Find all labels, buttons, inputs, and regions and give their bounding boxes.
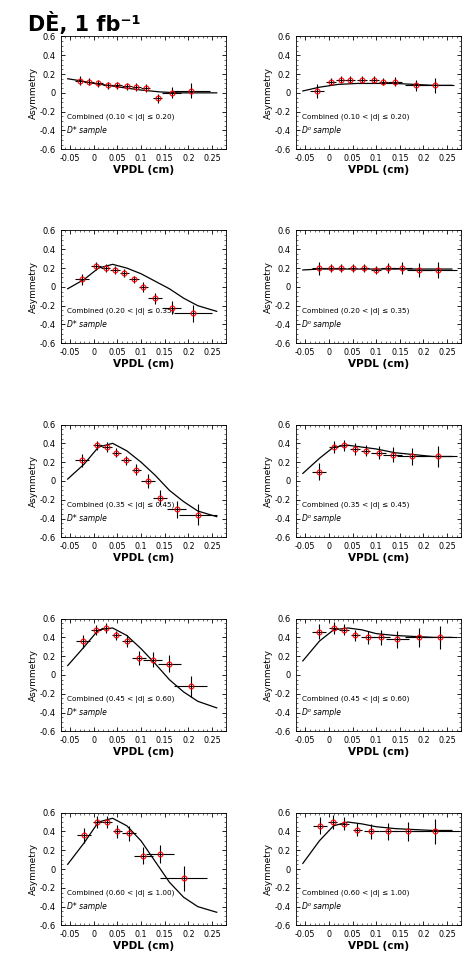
Text: D* sample: D* sample [67, 319, 107, 329]
Text: Combined (0.10 < |d| ≤ 0.20): Combined (0.10 < |d| ≤ 0.20) [67, 114, 175, 121]
X-axis label: VPDL (cm): VPDL (cm) [348, 359, 409, 368]
Y-axis label: Asymmetry: Asymmetry [264, 261, 273, 313]
X-axis label: VPDL (cm): VPDL (cm) [113, 359, 174, 368]
Y-axis label: Asymmetry: Asymmetry [29, 455, 38, 507]
Y-axis label: Asymmetry: Asymmetry [264, 455, 273, 507]
Text: D* sample: D* sample [67, 126, 107, 134]
Text: Combined (0.20 < |d| ≤ 0.35): Combined (0.20 < |d| ≤ 0.35) [67, 308, 175, 316]
Y-axis label: Asymmetry: Asymmetry [264, 843, 273, 895]
Text: Combined (0.45 < |d| ≤ 0.60): Combined (0.45 < |d| ≤ 0.60) [302, 696, 410, 703]
Y-axis label: Asymmetry: Asymmetry [29, 261, 38, 313]
Text: D* sample: D* sample [67, 514, 107, 523]
X-axis label: VPDL (cm): VPDL (cm) [113, 941, 174, 950]
Text: D⁰ sample: D⁰ sample [302, 708, 342, 716]
Y-axis label: Asymmetry: Asymmetry [29, 843, 38, 895]
Text: Combined (0.20 < |d| ≤ 0.35): Combined (0.20 < |d| ≤ 0.35) [302, 308, 410, 316]
Y-axis label: Asymmetry: Asymmetry [264, 67, 273, 119]
Text: D⁰ sample: D⁰ sample [302, 514, 342, 523]
Y-axis label: Asymmetry: Asymmetry [264, 649, 273, 701]
X-axis label: VPDL (cm): VPDL (cm) [113, 165, 174, 175]
X-axis label: VPDL (cm): VPDL (cm) [113, 747, 174, 757]
Text: Combined (0.60 < |d| ≤ 1.00): Combined (0.60 < |d| ≤ 1.00) [67, 890, 175, 898]
X-axis label: VPDL (cm): VPDL (cm) [348, 165, 409, 175]
X-axis label: VPDL (cm): VPDL (cm) [113, 552, 174, 563]
Text: Combined (0.10 < |d| ≤ 0.20): Combined (0.10 < |d| ≤ 0.20) [302, 114, 410, 121]
Text: Combined (0.35 < |d| ≤ 0.45): Combined (0.35 < |d| ≤ 0.45) [67, 503, 175, 509]
X-axis label: VPDL (cm): VPDL (cm) [348, 552, 409, 563]
Text: DÈ, 1 fb⁻¹: DÈ, 1 fb⁻¹ [28, 12, 141, 35]
Text: D⁰ sample: D⁰ sample [302, 126, 342, 134]
Text: D* sample: D* sample [67, 708, 107, 716]
Text: D* sample: D* sample [67, 901, 107, 911]
X-axis label: VPDL (cm): VPDL (cm) [348, 747, 409, 757]
Text: Combined (0.45 < |d| ≤ 0.60): Combined (0.45 < |d| ≤ 0.60) [67, 696, 175, 703]
Y-axis label: Asymmetry: Asymmetry [29, 67, 38, 119]
Text: D⁰ sample: D⁰ sample [302, 901, 342, 911]
Y-axis label: Asymmetry: Asymmetry [29, 649, 38, 701]
Text: Combined (0.60 < |d| ≤ 1.00): Combined (0.60 < |d| ≤ 1.00) [302, 890, 410, 898]
Text: D⁰ sample: D⁰ sample [302, 319, 342, 329]
Text: Combined (0.35 < |d| ≤ 0.45): Combined (0.35 < |d| ≤ 0.45) [302, 503, 410, 509]
X-axis label: VPDL (cm): VPDL (cm) [348, 941, 409, 950]
